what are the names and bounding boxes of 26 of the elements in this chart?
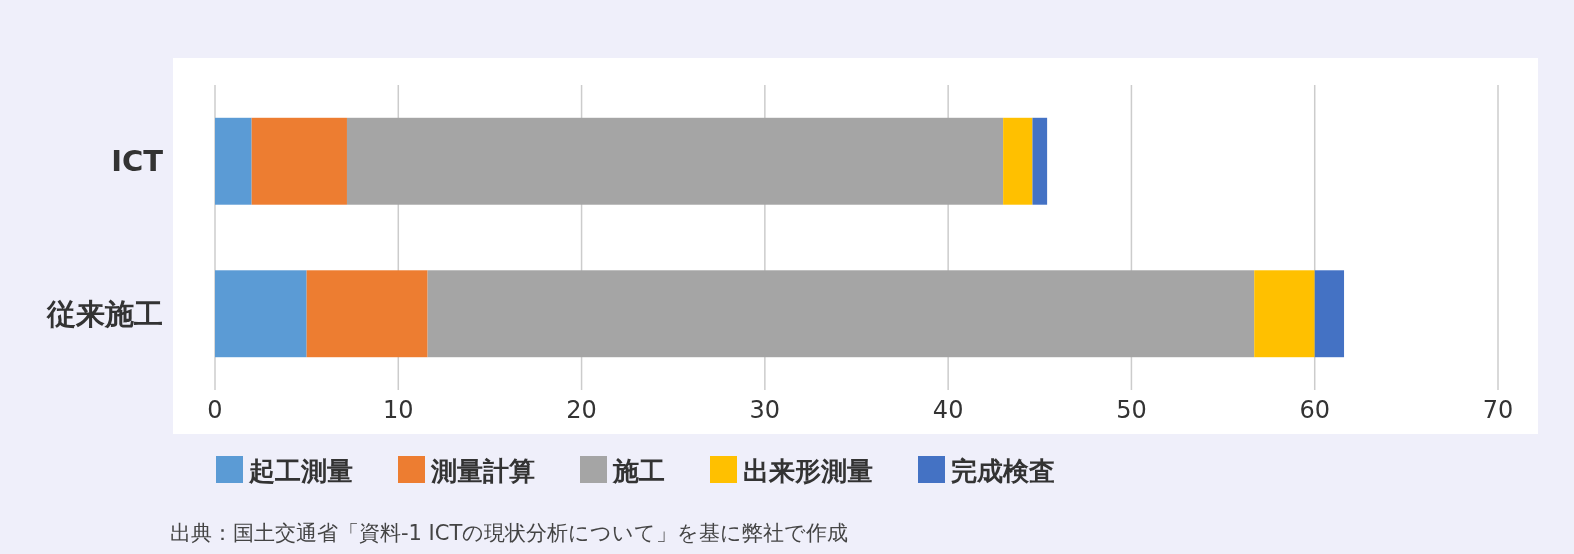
source-note: 出典：国土交通省「資料-1 ICTの現状分析について」を基に弊社で作成	[170, 521, 849, 545]
bar	[215, 270, 307, 358]
legend-label: 完成検査	[951, 456, 1055, 486]
bar	[427, 270, 1255, 358]
bar	[1254, 270, 1315, 358]
x-tick-label: 10	[383, 396, 414, 424]
bar	[346, 117, 1004, 205]
legend-label: 測量計算	[430, 456, 535, 486]
x-tick-label: 0	[207, 396, 223, 424]
x-tick-label: 50	[1116, 396, 1147, 424]
legend-label: 施工	[612, 456, 665, 486]
y-tick-label: ICT	[111, 144, 164, 179]
legend-label: 出来形測量	[743, 456, 873, 486]
x-tick-label: 60	[1299, 396, 1330, 424]
bar	[215, 117, 252, 205]
bar	[306, 270, 428, 358]
legend-label: 起工測量	[248, 456, 353, 486]
y-tick-label: 従来施工	[46, 296, 163, 331]
x-tick-label: 70	[1482, 396, 1514, 424]
bar	[1032, 117, 1048, 205]
x-tick-label: 20	[566, 396, 597, 424]
bar	[1314, 270, 1345, 358]
bar	[251, 117, 347, 205]
bar	[1003, 117, 1033, 205]
x-tick-label: 40	[932, 396, 964, 424]
x-tick-label: 30	[749, 396, 781, 424]
